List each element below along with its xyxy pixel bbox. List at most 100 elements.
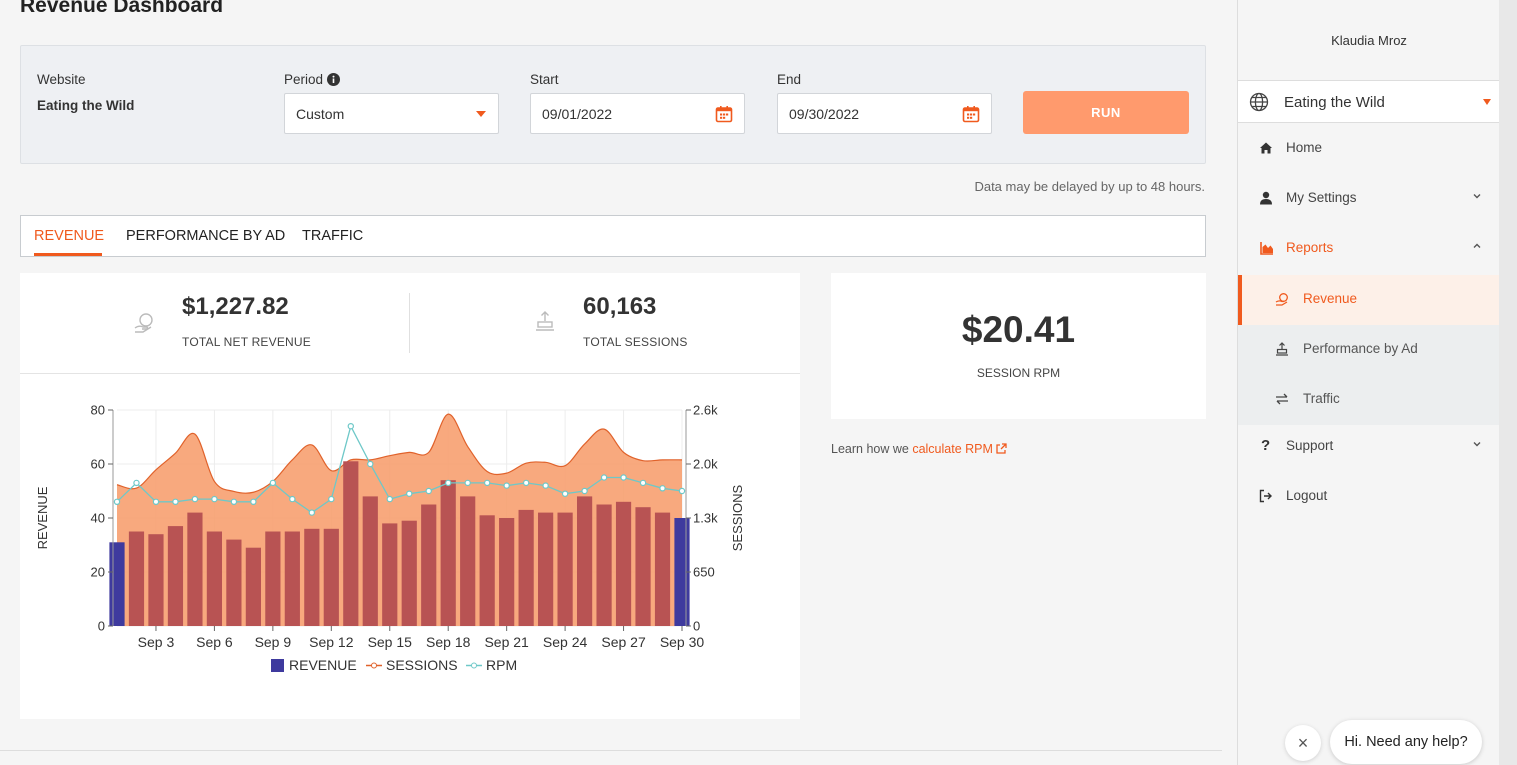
sidebar-item-reports[interactable]: Reports bbox=[1238, 224, 1500, 274]
external-link-icon[interactable] bbox=[996, 443, 1008, 454]
active-indicator bbox=[1238, 275, 1242, 325]
sidebar-item-label: My Settings bbox=[1286, 190, 1357, 205]
rpm-point bbox=[113, 498, 121, 506]
total-net-revenue-value: $1,227.82 bbox=[182, 293, 289, 320]
rpm-point bbox=[678, 487, 686, 495]
sidebar-item-label: Support bbox=[1286, 438, 1334, 453]
data-delay-notice: Data may be delayed by up to 48 hours. bbox=[974, 179, 1205, 194]
revenue-bar bbox=[128, 531, 145, 626]
total-net-revenue-label: TOTAL NET REVENUE bbox=[182, 335, 311, 349]
kpi-divider bbox=[409, 293, 410, 353]
x-tick-label: Sep 9 bbox=[255, 634, 292, 650]
y-tick-label-right: 2.6k bbox=[693, 403, 718, 418]
total-sessions-label: TOTAL SESSIONS bbox=[583, 335, 688, 349]
revenue-bar bbox=[304, 528, 320, 626]
calendar-icon[interactable] bbox=[715, 105, 733, 123]
card-divider bbox=[20, 373, 800, 374]
chevron-down-icon bbox=[476, 111, 486, 117]
sidebar-item-support[interactable]: ? Support bbox=[1238, 422, 1500, 472]
question-icon: ? bbox=[1261, 437, 1271, 454]
sidebar-item-revenue[interactable]: Revenue bbox=[1238, 275, 1500, 325]
legend-rpm-marker bbox=[471, 662, 477, 669]
rpm-point bbox=[230, 498, 238, 506]
rpm-point bbox=[269, 479, 277, 487]
rpm-point bbox=[289, 495, 296, 503]
revenue-bar bbox=[167, 526, 184, 626]
y-tick-label: 40 bbox=[91, 511, 105, 526]
tab-traffic[interactable]: TRAFFIC bbox=[302, 228, 364, 244]
total-sessions-value: 60,163 bbox=[583, 293, 657, 320]
coins-icon bbox=[134, 313, 153, 333]
calculate-rpm-link[interactable]: calculate RPM bbox=[912, 442, 993, 456]
rpm-point bbox=[191, 495, 199, 503]
start-date-field[interactable]: 09/01/2022 bbox=[530, 93, 745, 134]
y-tick-label: 60 bbox=[91, 457, 105, 472]
revenue-bar bbox=[245, 547, 261, 626]
revenue-bar bbox=[401, 520, 417, 626]
run-button[interactable]: RUN bbox=[1023, 91, 1189, 134]
revenue-card: $1,227.82 TOTAL NET REVENUE 60,163 TOTAL… bbox=[20, 273, 800, 719]
revenue-bar bbox=[284, 531, 300, 626]
website-label: Website bbox=[37, 72, 86, 87]
site-selector[interactable]: Eating the Wild bbox=[1238, 80, 1500, 123]
revenue-bar bbox=[362, 496, 378, 626]
rpm-point bbox=[367, 460, 374, 468]
sidebar-item-home[interactable]: Home bbox=[1238, 124, 1500, 174]
rpm-point bbox=[308, 509, 316, 516]
ad-upload-icon bbox=[1276, 342, 1288, 356]
user-icon bbox=[1260, 191, 1272, 205]
revenue-bar bbox=[615, 501, 632, 626]
sidebar-item-label: Traffic bbox=[1303, 391, 1340, 406]
chat-close-button[interactable]: × bbox=[1285, 725, 1321, 761]
revenue-bar bbox=[206, 531, 223, 626]
period-label: Period bbox=[284, 72, 340, 87]
revenue-bar bbox=[596, 504, 612, 626]
rpm-point bbox=[172, 498, 179, 506]
end-date-value: 09/30/2022 bbox=[789, 105, 860, 122]
rpm-line bbox=[116, 424, 683, 514]
legend-rpm-label: RPM bbox=[486, 657, 517, 673]
sidebar-item-performance-by-ad[interactable]: Performance by Ad bbox=[1238, 325, 1500, 375]
revenue-bar bbox=[226, 539, 242, 626]
period-select[interactable]: Custom bbox=[284, 93, 499, 134]
sidebar-item-label: Logout bbox=[1286, 488, 1328, 503]
session-rpm-label: SESSION RPM bbox=[976, 366, 1061, 380]
globe-icon bbox=[1249, 92, 1269, 112]
revenue-bar bbox=[440, 480, 456, 626]
end-label: End bbox=[777, 72, 802, 87]
x-tick-label: Sep 24 bbox=[543, 634, 588, 650]
x-tick-label: Sep 6 bbox=[196, 634, 233, 650]
revenue-bar bbox=[323, 528, 339, 626]
rpm-point bbox=[347, 423, 354, 430]
rpm-point bbox=[581, 487, 588, 495]
window-edge bbox=[1499, 0, 1517, 765]
sessions-line bbox=[116, 413, 683, 494]
tab-performance-by-ad[interactable]: PERFORMANCE BY AD bbox=[126, 228, 286, 244]
legend-revenue-swatch bbox=[271, 659, 284, 672]
legend-sessions-label: SESSIONS bbox=[386, 657, 458, 673]
x-tick-label: Sep 30 bbox=[660, 634, 705, 650]
chat-help-bubble[interactable]: Hi. Need any help? bbox=[1330, 720, 1482, 764]
revenue-bar bbox=[479, 515, 495, 626]
sidebar-item-traffic[interactable]: Traffic bbox=[1238, 375, 1500, 425]
site-selector-value: Eating the Wild bbox=[1284, 94, 1385, 111]
footer-divider bbox=[0, 750, 1222, 751]
sidebar-item-label: Home bbox=[1286, 140, 1323, 155]
rpm-point bbox=[620, 474, 627, 481]
rpm-point bbox=[600, 474, 608, 481]
end-date-field[interactable]: 09/30/2022 bbox=[777, 93, 992, 134]
report-tabs: REVENUE PERFORMANCE BY AD TRAFFIC bbox=[20, 215, 1206, 257]
y-tick-label-right: 2.0k bbox=[693, 457, 718, 472]
x-tick-label: Sep 21 bbox=[484, 634, 529, 650]
sidebar-item-my-settings[interactable]: My Settings bbox=[1238, 174, 1500, 224]
rpm-point bbox=[386, 495, 393, 503]
revenue-bar bbox=[576, 496, 593, 626]
user-name[interactable]: Klaudia Mroz bbox=[1331, 33, 1407, 48]
tab-revenue[interactable]: REVENUE bbox=[34, 228, 105, 244]
calendar-icon[interactable] bbox=[962, 105, 980, 123]
x-tick-label: Sep 12 bbox=[309, 634, 354, 650]
page-title: Revenue Dashboard bbox=[20, 0, 224, 17]
coins-icon bbox=[1275, 293, 1288, 306]
sidebar-item-label: Performance by Ad bbox=[1303, 341, 1418, 356]
sidebar-item-logout[interactable]: Logout bbox=[1238, 472, 1500, 522]
